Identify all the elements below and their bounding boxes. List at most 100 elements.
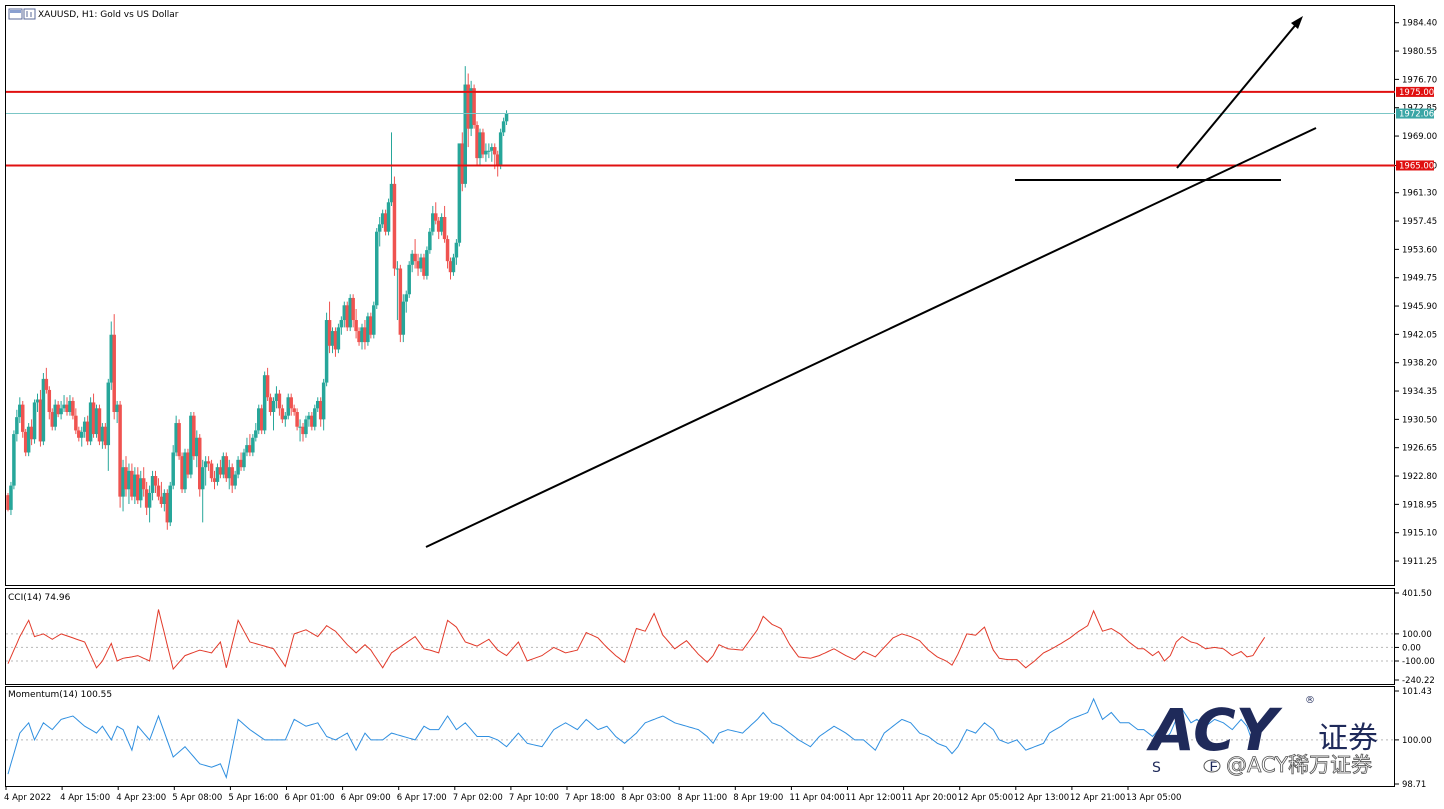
cci-tick-label: 100.00 (1402, 630, 1432, 640)
candle-body (327, 320, 332, 346)
cci-axis: 401.50 100.00 0.00 -100.00 -240.22 (6, 589, 1435, 686)
candle-body (321, 382, 326, 420)
candle-body (484, 150, 488, 155)
candle-body (304, 419, 308, 435)
candle-body (475, 125, 479, 159)
candle-body (339, 320, 344, 328)
candle-body (298, 426, 302, 428)
time-tick-label: 11 Apr 12:00 (846, 793, 901, 803)
candle-body (12, 434, 16, 486)
candle-body (271, 400, 276, 413)
candle-body (398, 268, 403, 335)
candle-body (85, 421, 90, 442)
candle-body (410, 253, 414, 265)
candle-body (333, 331, 338, 350)
candle-body (377, 224, 382, 232)
candle-body (354, 320, 358, 332)
candle-body (59, 408, 63, 415)
candle-body (159, 496, 164, 504)
horizontal-levels[interactable]: 1975.00 1965.00 1972.06 (6, 86, 1434, 172)
candle-body (451, 257, 456, 273)
momentum-axis: 101.43 100.00 98.71 (6, 687, 1432, 790)
price-tick-label: 1957.45 (1402, 217, 1437, 227)
candle-body (363, 327, 367, 343)
candle-body (174, 423, 178, 453)
candle-body (109, 334, 113, 383)
candle-body (431, 213, 435, 232)
candle-body (307, 415, 311, 420)
candle-body (88, 402, 93, 442)
candle-body (156, 485, 161, 497)
candle-body (112, 334, 116, 413)
candle-body (428, 231, 432, 251)
candle-body (153, 476, 158, 486)
candle-body (41, 378, 46, 442)
candle-body (94, 408, 99, 435)
trendline-support[interactable] (425, 127, 1317, 548)
price-tick-label: 1911.25 (1402, 557, 1437, 567)
candle-body (436, 220, 441, 232)
candle-body (345, 305, 349, 328)
candle-body (469, 88, 473, 129)
time-tick-label: 8 Apr 11:00 (677, 793, 727, 803)
candle-body (460, 143, 465, 184)
candle-body (21, 404, 25, 432)
candle-body (419, 257, 423, 269)
time-tick-label: 11 Apr 20:00 (902, 793, 957, 803)
candle-body (233, 474, 237, 486)
current-price-tag (1396, 108, 1434, 119)
acy-sub-letters: S E (1152, 760, 1240, 776)
candle-body (316, 400, 320, 409)
time-tick-label: 8 Apr 19:00 (733, 793, 783, 803)
candle-body (221, 456, 226, 475)
candle-body (32, 402, 37, 440)
candle-body (118, 404, 122, 497)
time-tick-label: 12 Apr 13:00 (1014, 793, 1069, 803)
momentum-series-path (7, 697, 1266, 780)
time-tick-label: 7 Apr 10:00 (509, 793, 559, 803)
resistance-level-label: 1975.00 (1399, 88, 1434, 98)
candle-body (168, 485, 172, 523)
candle-body (442, 216, 447, 240)
candle-body (493, 147, 497, 155)
candle-body (124, 467, 128, 490)
candle-body (386, 202, 391, 232)
drawing-objects[interactable] (425, 16, 1317, 548)
candle-body (200, 467, 205, 490)
candle-body (9, 485, 13, 510)
candle-body (313, 408, 317, 427)
candle-body (44, 378, 49, 390)
candle-body (203, 461, 208, 468)
projection-arrow-line[interactable] (1176, 21, 1299, 169)
candle-body (262, 375, 267, 431)
cci-tick-label: -100.00 (1402, 657, 1435, 667)
candle-body (230, 467, 234, 486)
price-candles (6, 66, 509, 530)
candle-body (195, 437, 199, 457)
candle-body (366, 316, 370, 343)
momentum-label: Momentum(14) 100.55 (8, 690, 112, 700)
candle-body (130, 470, 134, 497)
candle-body (236, 459, 240, 475)
candle-body (422, 257, 426, 276)
momentum-panel-frame (5, 686, 1395, 787)
price-tick-label: 1938.20 (1402, 359, 1437, 369)
candle-body (448, 261, 453, 273)
candle-body (372, 305, 376, 335)
acy-watermark: ACY 证券 ® S E @ACY稀万证券 (1146, 695, 1378, 777)
momentum-line (7, 697, 1266, 780)
time-tick-label: 11 Apr 04:00 (789, 793, 844, 803)
cci-tick-label: 401.50 (1402, 589, 1432, 599)
cci-label: CCI(14) 74.96 (8, 593, 71, 603)
acy-registered-mark: ® (1305, 695, 1315, 706)
resistance-level-tag (1396, 86, 1434, 97)
candle-body (336, 327, 341, 350)
candle-body (177, 423, 181, 457)
price-tick-label: 1922.80 (1402, 472, 1437, 482)
candle-body (100, 426, 105, 442)
time-tick-label: 12 Apr 21:00 (1070, 793, 1125, 803)
candle-body (82, 421, 87, 432)
candle-body (35, 399, 40, 403)
support-level-label: 1965.00 (1399, 161, 1434, 171)
